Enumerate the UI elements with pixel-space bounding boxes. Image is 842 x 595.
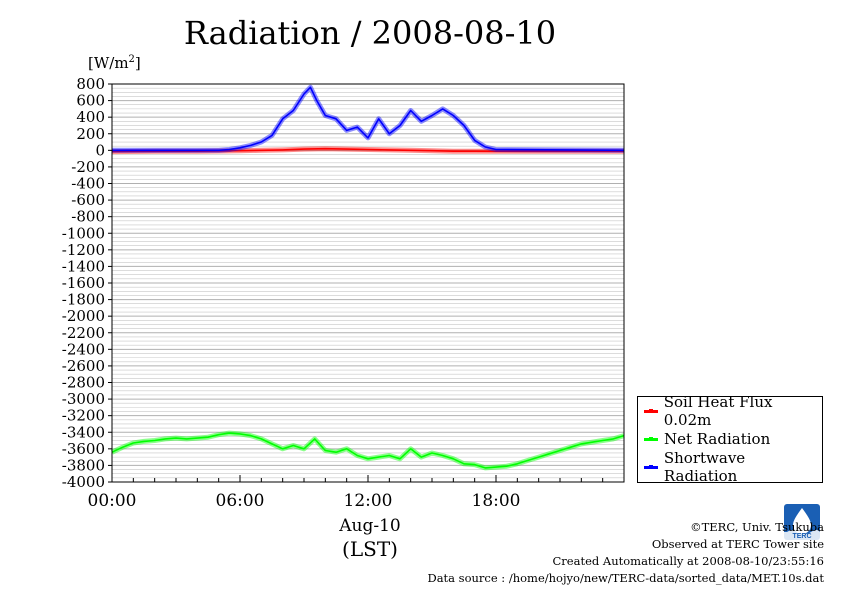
y-tick-label: -2600 xyxy=(62,357,105,375)
legend-swatch xyxy=(644,464,658,469)
y-tick-label: 600 xyxy=(76,92,105,110)
series-line-1 xyxy=(111,432,625,469)
copyright-text: ©TERC, Univ. Tsukuba xyxy=(690,520,824,534)
y-tick-label: -3600 xyxy=(62,440,105,458)
legend-item-soil-heat-flux: Soil Heat Flux 0.02m xyxy=(644,393,822,429)
legend-swatch xyxy=(644,408,658,413)
legend-swatch xyxy=(644,436,658,441)
y-tick-label: -3200 xyxy=(62,407,105,425)
y-axis-unit: [W/m2] xyxy=(88,54,141,72)
y-tick-label: -2200 xyxy=(62,324,105,342)
y-tick-label: -4000 xyxy=(62,473,105,491)
y-tick-label: -400 xyxy=(71,175,105,193)
x-tick-label: 18:00 xyxy=(472,491,521,511)
y-tick-label: 800 xyxy=(76,75,105,93)
y-tick-label: -3800 xyxy=(62,456,105,474)
series-halo-2 xyxy=(112,84,625,153)
y-tick-label: 400 xyxy=(76,108,105,126)
series-lines xyxy=(110,84,625,471)
svg-text:TERC: TERC xyxy=(792,533,811,540)
y-tick-label: -600 xyxy=(71,191,105,209)
terc-logo-icon: TERC xyxy=(784,504,820,540)
y-tick-label: -1600 xyxy=(62,274,105,292)
y-tick-label: -800 xyxy=(71,208,105,226)
x-tick-label: 12:00 xyxy=(344,491,393,511)
x-tick-label: 00:00 xyxy=(88,491,137,511)
legend-item-shortwave-radiation: Shortwave Radiation xyxy=(644,449,822,485)
y-tick-label: -1000 xyxy=(62,224,105,242)
legend-item-net-radiation: Net Radiation xyxy=(644,428,770,450)
y-tick-label: -3400 xyxy=(62,423,105,441)
x-axis-date-label: Aug-10 xyxy=(339,516,401,536)
y-tick-label: -3000 xyxy=(62,390,105,408)
grid-lines xyxy=(112,83,624,483)
y-tick-label: 0 xyxy=(95,141,105,159)
observation-site-text: Observed at TERC Tower site xyxy=(651,537,824,551)
x-tick-labels: 00:00 06:00 12:00 18:00 xyxy=(88,475,625,511)
legend-label: Shortwave Radiation xyxy=(663,449,746,485)
y-tick-label: -1400 xyxy=(62,257,105,275)
y-tick-label: -1800 xyxy=(62,291,105,309)
y-tick-label: -2800 xyxy=(62,374,105,392)
y-tick-labels: 8006004002000-200-400-600-800-1000-1200-… xyxy=(62,75,112,491)
y-tick-label: -200 xyxy=(71,158,105,176)
chart-title: Radiation / 2008-08-10 xyxy=(183,14,557,52)
data-source-text: Data source : /home/hojyo/new/TERC-data/… xyxy=(427,571,824,585)
x-tick-label: 06:00 xyxy=(216,491,265,511)
chart-legend: Soil Heat Flux 0.02m Net Radiation Short… xyxy=(637,393,823,485)
series-line-0 xyxy=(111,147,624,153)
x-axis-title: (LST) xyxy=(342,537,398,561)
legend-label: Net Radiation xyxy=(664,430,771,448)
y-tick-label: -1200 xyxy=(62,241,105,259)
y-tick-label: -2000 xyxy=(62,307,105,325)
y-tick-label: -2400 xyxy=(62,340,105,358)
series-line-2 xyxy=(112,86,625,152)
y-tick-label: 200 xyxy=(76,125,105,143)
credits-block: ©TERC, Univ. Tsukuba Observed at TERC To… xyxy=(427,519,824,587)
created-timestamp-text: Created Automatically at 2008-08-10/23:5… xyxy=(552,554,825,568)
legend-label: Soil Heat Flux 0.02m xyxy=(663,393,773,429)
